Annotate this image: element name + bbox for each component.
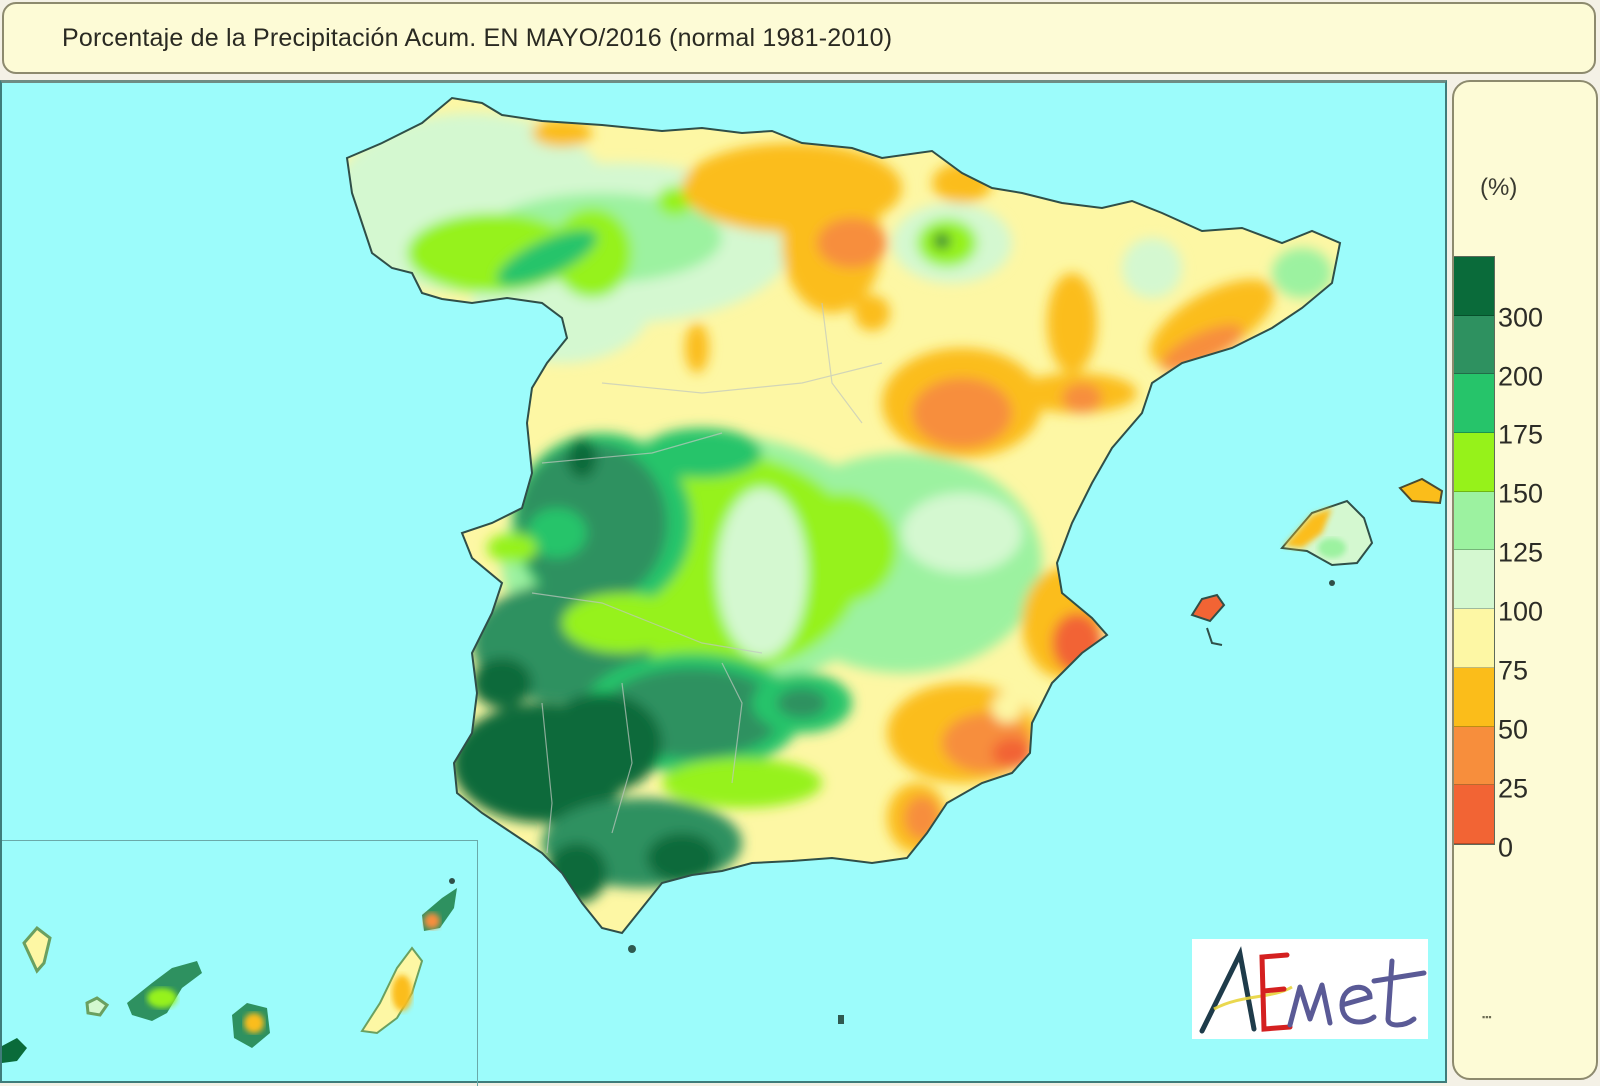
balearic-islands bbox=[1190, 477, 1444, 646]
precipitation-map bbox=[2, 96, 1444, 1063]
legend-swatch bbox=[1454, 667, 1494, 727]
legend-swatch bbox=[1454, 550, 1494, 610]
legend-tick: 200 bbox=[1498, 361, 1544, 392]
legend-swatch bbox=[1454, 785, 1494, 844]
logo-letter-e bbox=[1259, 952, 1293, 1032]
legend-tick: 75 bbox=[1498, 655, 1529, 686]
map-title: Porcentaje de la Precipitación Acum. EN … bbox=[62, 24, 893, 52]
peninsula-coastline bbox=[345, 96, 1342, 935]
legend-swatch bbox=[1454, 726, 1494, 786]
legend-tick: 150 bbox=[1498, 478, 1544, 509]
logo-letter-m bbox=[1287, 982, 1333, 1028]
peninsula-fill bbox=[347, 98, 1340, 933]
canary-inset-frame bbox=[2, 840, 478, 1086]
legend-swatch bbox=[1454, 609, 1494, 668]
legend-panel: (%) 300 200 175 150 125 100 75 50 25 0 ▪… bbox=[1452, 80, 1598, 1080]
legend-tick: 0 bbox=[1498, 832, 1514, 863]
legend-color-bar bbox=[1454, 256, 1495, 845]
legend-swatch bbox=[1454, 433, 1494, 492]
ceuta-mark bbox=[628, 945, 636, 953]
alboran-islet bbox=[838, 1015, 844, 1024]
legend-tick: 25 bbox=[1498, 773, 1529, 804]
legend-swatch bbox=[1454, 315, 1494, 375]
legend-tick: 300 bbox=[1498, 302, 1544, 333]
legend-tick: 125 bbox=[1498, 537, 1544, 568]
legend-swatch bbox=[1454, 374, 1494, 434]
legend-tick: 50 bbox=[1498, 714, 1529, 745]
legend-swatch bbox=[1454, 257, 1494, 316]
logo-letter-a bbox=[1199, 946, 1257, 1034]
legend-swatch bbox=[1454, 491, 1494, 551]
aemet-logo bbox=[1192, 939, 1428, 1039]
title-bar: Porcentaje de la Precipitación Acum. EN … bbox=[2, 2, 1596, 74]
legend-footnote-mark: ▪▪▪ bbox=[1482, 1012, 1492, 1022]
logo-letter-t bbox=[1371, 958, 1427, 1028]
canary-islands bbox=[2, 878, 457, 1063]
legend-tick: 100 bbox=[1498, 596, 1544, 627]
logo-letter-e2 bbox=[1339, 985, 1377, 1025]
legend-unit-label: (%) bbox=[1480, 174, 1518, 201]
map-frame bbox=[0, 80, 1447, 1086]
legend-tick: 175 bbox=[1498, 419, 1544, 450]
